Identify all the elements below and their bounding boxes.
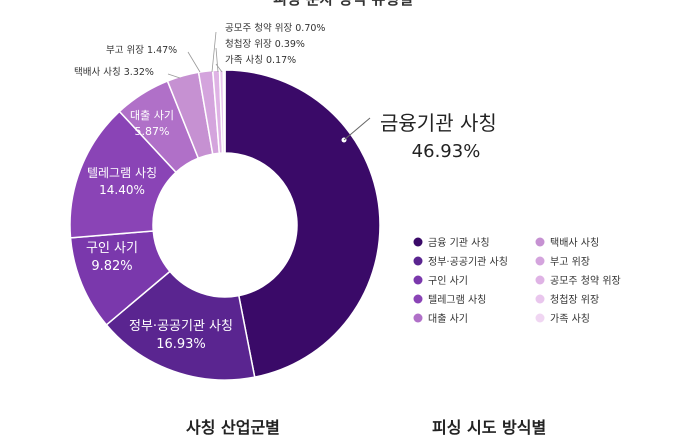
legend-swatch bbox=[413, 275, 423, 285]
slice-value-label: 5.87% bbox=[135, 125, 170, 138]
legend-swatch bbox=[535, 313, 545, 323]
legend-label: 부고 위장 bbox=[550, 255, 590, 268]
pie-slice bbox=[105, 270, 256, 381]
legend-swatch bbox=[535, 294, 545, 304]
leader-line bbox=[215, 63, 223, 73]
legend-label: 가족 사칭 bbox=[550, 313, 590, 325]
slice-value-label: 46.93% bbox=[412, 141, 481, 162]
section-title-industry: 사칭 산업군별 bbox=[186, 418, 280, 437]
slice-label: 구인 사기 bbox=[86, 241, 138, 256]
legend-label: 정부·공공기관 사칭 bbox=[428, 256, 508, 268]
slice-value-label: 9.82% bbox=[91, 259, 132, 274]
callout-line bbox=[343, 117, 371, 141]
slice-label: 부고 위장 1.47% bbox=[106, 44, 177, 56]
slice-label: 대출 사기 bbox=[130, 109, 174, 122]
legend-label: 금융 기관 사칭 bbox=[428, 237, 490, 249]
pie-slice bbox=[224, 69, 381, 379]
leader-line bbox=[187, 51, 201, 73]
slice-label: 가족 사칭 0.17% bbox=[225, 55, 296, 66]
slice-label: 금융기관 사칭 bbox=[380, 111, 497, 135]
section-title-method: 피싱 시도 방식별 bbox=[432, 418, 547, 437]
leader-line bbox=[215, 47, 219, 73]
leader-line bbox=[167, 73, 181, 79]
slice-label: 공모주 청약 위장 0.70% bbox=[225, 22, 325, 34]
chart-title: 피싱 문자 방식 유형별 bbox=[0, 0, 686, 9]
legend-swatch bbox=[535, 275, 545, 285]
pie-slice bbox=[222, 69, 226, 154]
slice-label: 택배사 사칭 3.32% bbox=[74, 67, 154, 78]
legend-label: 텔레그램 사칭 bbox=[428, 294, 486, 306]
legend-label: 구인 사기 bbox=[428, 275, 468, 287]
legend-label: 청첩장 위장 bbox=[550, 293, 599, 306]
legend-swatch bbox=[413, 256, 423, 266]
slice-label: 텔레그램 사칭 bbox=[87, 166, 157, 180]
slice-value-label: 14.40% bbox=[99, 183, 145, 197]
slice-value-label: 16.93% bbox=[156, 337, 206, 352]
legend-swatch bbox=[535, 237, 545, 247]
legend-label: 대출 사기 bbox=[428, 313, 468, 325]
legend-swatch bbox=[535, 256, 545, 266]
leader-line bbox=[211, 31, 217, 73]
legend-swatch bbox=[413, 294, 423, 304]
legend-label: 공모주 청약 위장 bbox=[550, 274, 621, 287]
legend-swatch bbox=[413, 237, 423, 247]
slice-label: 정부·공공기관 사칭 bbox=[129, 319, 233, 334]
slice-label: 청첩장 위장 0.39% bbox=[225, 38, 305, 50]
legend-swatch bbox=[413, 313, 423, 323]
legend-label: 택배사 사칭 bbox=[550, 237, 599, 249]
